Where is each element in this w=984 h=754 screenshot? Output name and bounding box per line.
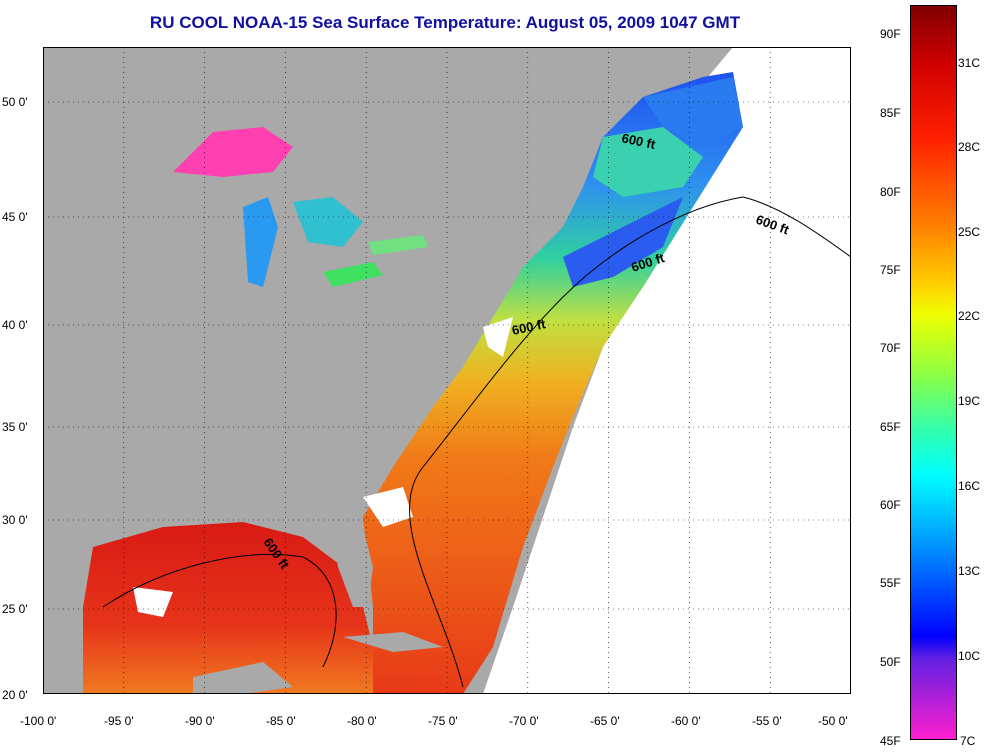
colorbar-c-label: 16C (958, 479, 981, 493)
colorbar-c-label: 31C (958, 56, 981, 70)
sst-map: 600 ft 600 ft 600 ft 600 ft 600 ft (43, 47, 851, 694)
colorbar-c-label: 19C (958, 394, 981, 408)
x-tick-label: -90 0' (185, 714, 215, 728)
x-tick-label: -50 0' (818, 714, 848, 728)
colorbar-c-label: 7C (960, 734, 976, 748)
map-title: RU COOL NOAA-15 Sea Surface Temperature:… (149, 13, 741, 32)
colorbar-f-label: 90F (880, 27, 901, 41)
colorbar-f-label: 50F (880, 655, 901, 669)
y-tick-label: 25 0' (2, 602, 28, 616)
colorbar-c-label: 22C (958, 309, 981, 323)
lake-ontario (368, 235, 428, 255)
x-tick-label: -75 0' (428, 714, 458, 728)
x-tick-label: -85 0' (266, 714, 296, 728)
lake-erie (323, 262, 383, 287)
y-tick-label: 20 0' (2, 688, 28, 702)
x-tick-label: -60 0' (671, 714, 701, 728)
colorbar-f-label: 70F (880, 341, 901, 355)
colorbar-f-label: 75F (880, 263, 901, 277)
x-tick-label: -80 0' (347, 714, 377, 728)
colorbar-c-label: 10C (958, 649, 981, 663)
y-tick-label: 45 0' (2, 210, 28, 224)
colorbar-f-label: 45F (880, 734, 901, 748)
y-tick-label: 30 0' (2, 513, 28, 527)
colorbar-c-label: 25C (958, 225, 981, 239)
colorbar-f-label: 85F (880, 106, 901, 120)
lake-huron (293, 197, 363, 247)
gulf-sst (83, 522, 373, 694)
contour-label: 600 ft (511, 316, 548, 338)
x-tick-label: -70 0' (509, 714, 539, 728)
x-tick-label: -95 0' (104, 714, 134, 728)
lake-superior (173, 127, 293, 177)
colorbar-f-label: 65F (880, 420, 901, 434)
x-tick-label: -65 0' (590, 714, 620, 728)
colorbar-c-label: 13C (958, 564, 981, 578)
colorbar (910, 5, 957, 740)
contour-label: 600 ft (620, 130, 657, 152)
x-tick-label: -55 0' (752, 714, 782, 728)
y-tick-label: 40 0' (2, 318, 28, 332)
lake-michigan (243, 197, 278, 287)
colorbar-f-label: 80F (880, 185, 901, 199)
colorbar-c-label: 28C (958, 140, 981, 154)
colorbar-f-label: 60F (880, 498, 901, 512)
colorbar-f-label: 55F (880, 576, 901, 590)
y-tick-label: 50 0' (2, 95, 28, 109)
no-data-ocean (483, 47, 851, 694)
x-tick-label: -100 0' (20, 714, 57, 728)
y-tick-label: 35 0' (2, 420, 28, 434)
